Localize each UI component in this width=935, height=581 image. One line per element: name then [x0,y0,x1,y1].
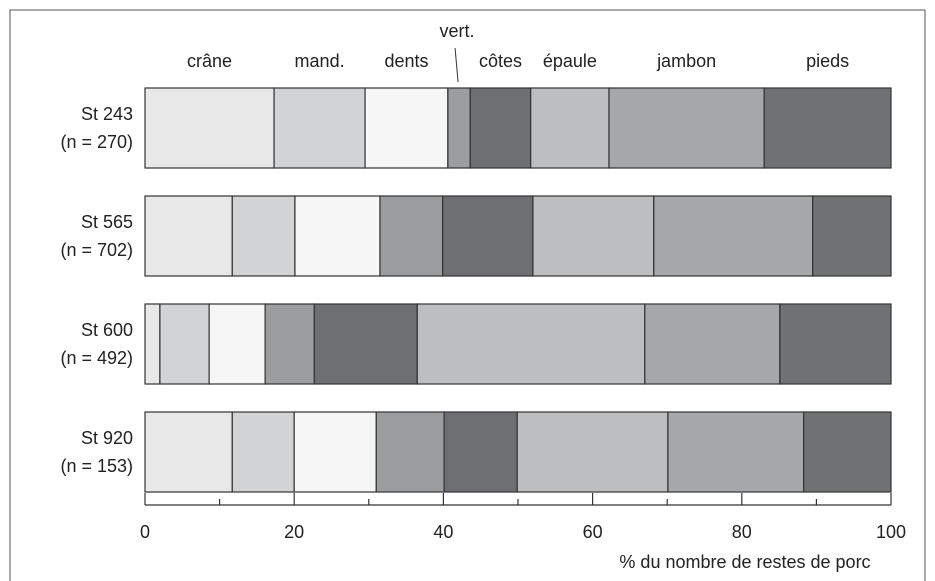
bar-segment [144,87,275,169]
sample-size-label: (n = 270) [60,132,133,152]
x-tick-label: 20 [284,522,304,542]
x-tick-label: 80 [732,522,752,542]
sample-size-label: (n = 153) [60,456,133,476]
legend-label: épaule [543,51,597,71]
bar-segment [313,303,418,385]
legend-label: mand. [295,51,345,71]
bar-segment [530,87,610,169]
bar-segment [144,411,233,493]
legend-label: crâne [187,51,232,71]
bar-segment [294,195,381,277]
bar-segment [364,87,449,169]
bar-segment [644,303,781,385]
bar-segment [159,303,210,385]
legend-label: jambon [656,51,716,71]
bar-segment [375,411,445,493]
bar-segment [273,87,366,169]
category-label: St 565 [81,212,133,232]
bar-segment [293,411,377,493]
bar-segment [442,195,534,277]
category-label: St 600 [81,320,133,340]
bar-segment [416,303,646,385]
legend-label: côtes [479,51,522,71]
bar-segment [447,87,471,169]
bar-segment [144,303,161,385]
category-label: St 243 [81,104,133,124]
category-label: St 920 [81,428,133,448]
sample-size-label: (n = 702) [60,240,133,260]
bar-segment [231,411,295,493]
legend-label: vert. [440,21,475,41]
bar-segment [264,303,315,385]
bar-segment [208,303,266,385]
sample-size-label: (n = 492) [60,348,133,368]
bar-segment [812,195,892,277]
bar-segment [803,411,892,493]
bar-segment [231,195,296,277]
bar-segment [516,411,669,493]
legend-label: pieds [806,51,849,71]
x-tick-label: 0 [140,522,150,542]
bar-segment [608,87,765,169]
x-tick-label: 100 [876,522,906,542]
x-tick-label: 60 [583,522,603,542]
legend-leader [454,47,459,83]
legend-label: dents [384,51,428,71]
bar-segment [667,411,805,493]
bar-segment [379,195,444,277]
bar-segment [443,411,518,493]
x-tick-label: 40 [433,522,453,542]
bar-segment [532,195,655,277]
frame [9,9,926,581]
x-axis-label: % du nombre de restes de porc [619,552,870,572]
bar-segment [763,87,892,169]
bar-segment [469,87,532,169]
bar-segment [144,195,233,277]
bar-segment [653,195,814,277]
bar-segment [779,303,892,385]
